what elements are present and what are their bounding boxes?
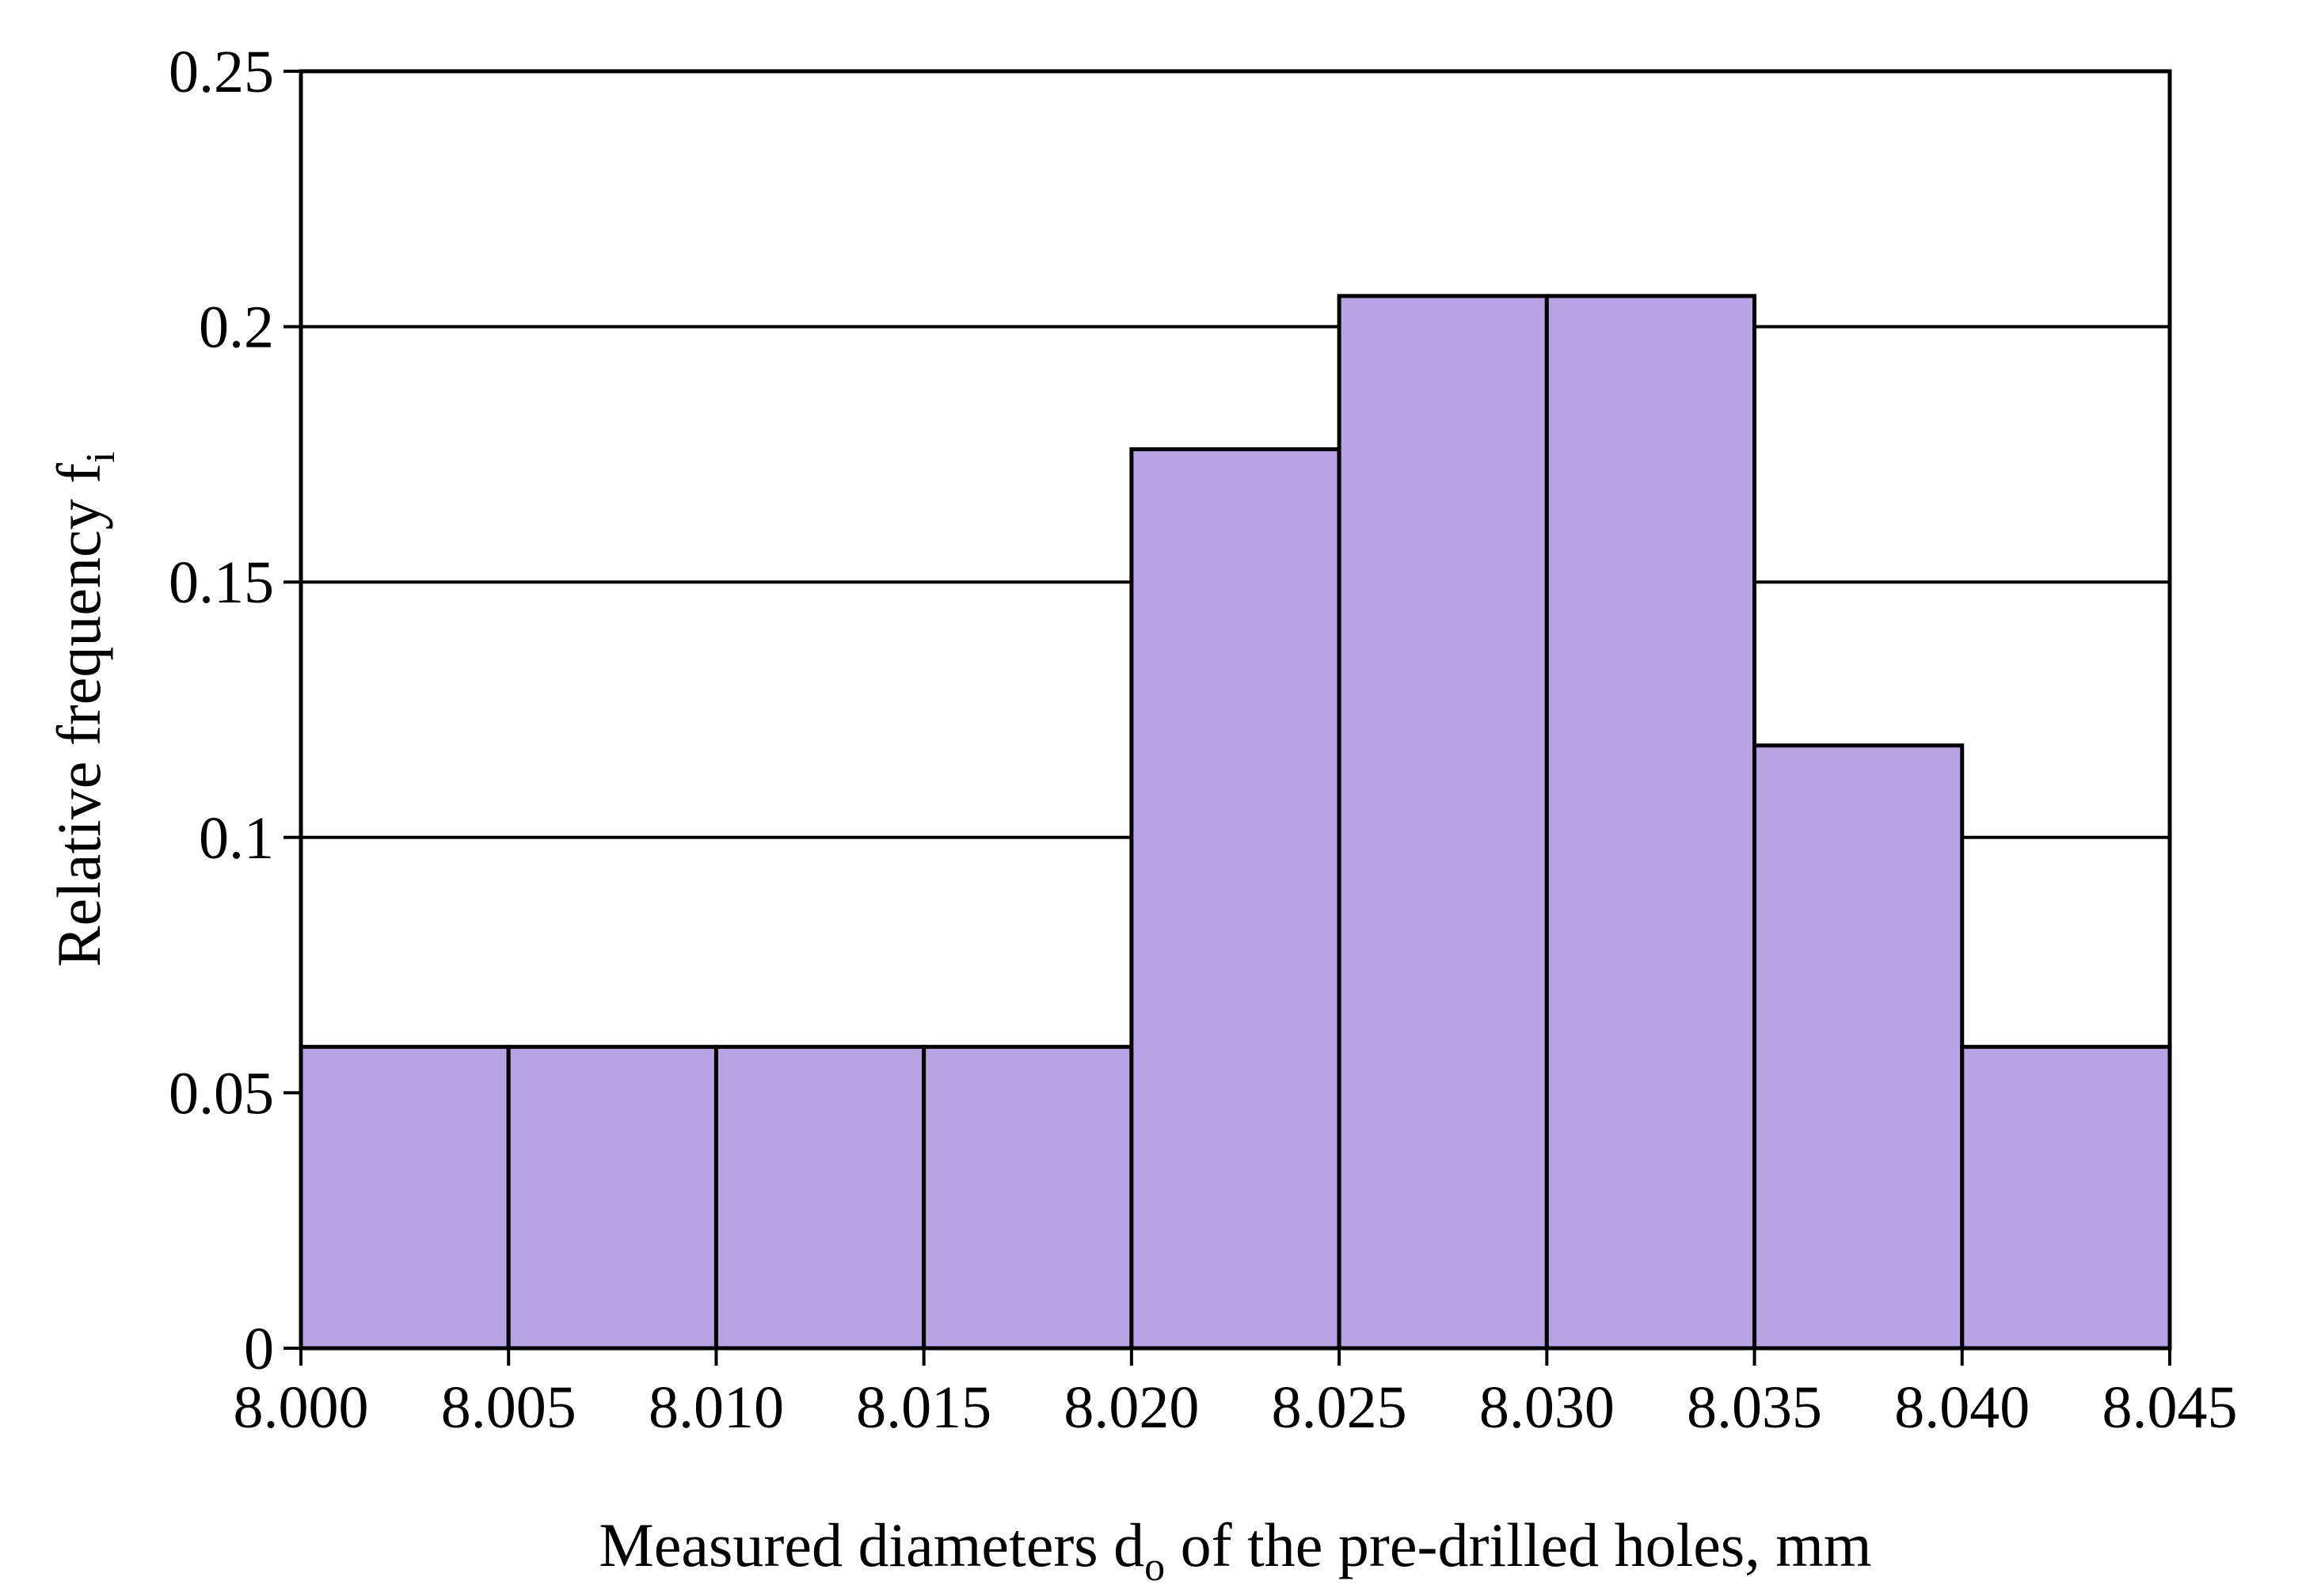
bar-5 xyxy=(1337,294,1549,1351)
y-axis-ticks: 0 0.05 0.1 0.15 0.2 0.25 xyxy=(169,39,301,1382)
x-tick-label-6: 8.030 xyxy=(1479,1374,1615,1441)
bar-3 xyxy=(922,1044,1134,1351)
x-tick-label-4: 8.020 xyxy=(1063,1374,1199,1441)
x-axis-ticks: 8.000 8.005 8.010 8.015 8.020 8.025 8.030 8.035… xyxy=(234,1348,2238,1441)
bar-7 xyxy=(1752,743,1965,1351)
bar-1 xyxy=(506,1044,718,1351)
y-tick-label-0: 0 xyxy=(244,1316,274,1382)
bar-8 xyxy=(1960,1044,2172,1351)
y-axis-title: Relative frequency fi xyxy=(44,451,124,967)
x-axis-title: Measured diameters do of the pre-drilled… xyxy=(599,1510,1871,1590)
plot-frame xyxy=(299,69,2172,1351)
y-tick-label-4: 0.2 xyxy=(199,294,274,361)
x-tick-label-0: 8.000 xyxy=(234,1374,369,1441)
x-tick-label-3: 8.015 xyxy=(856,1374,991,1441)
x-tick-label-5: 8.025 xyxy=(1272,1374,1407,1441)
x-tick-label-9: 8.045 xyxy=(2102,1374,2238,1441)
x-tick-label-2: 8.010 xyxy=(649,1374,784,1441)
y-tick-label-1: 0.05 xyxy=(169,1060,274,1127)
x-tick-label-8: 8.040 xyxy=(1894,1374,2030,1441)
bar-6 xyxy=(1544,294,1757,1351)
bar-0 xyxy=(299,1044,511,1351)
y-tick-label-2: 0.1 xyxy=(199,805,274,872)
y-tick-label-3: 0.15 xyxy=(169,549,274,616)
bar-2 xyxy=(713,1044,927,1351)
y-tick-label-5: 0.25 xyxy=(169,39,274,105)
x-tick-label-7: 8.035 xyxy=(1687,1374,1822,1441)
x-tick-label-1: 8.005 xyxy=(441,1374,576,1441)
bar-4 xyxy=(1129,446,1341,1351)
bars xyxy=(299,294,2172,1351)
